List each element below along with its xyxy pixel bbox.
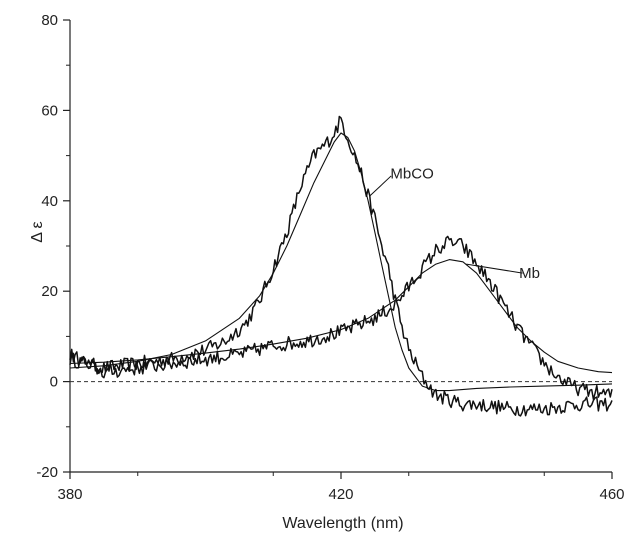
x-axis-title: Wavelength (nm) xyxy=(282,515,403,532)
annotation-label-mbco: MbCO xyxy=(390,166,433,183)
chart-annotations: MbCO Mb xyxy=(369,166,540,282)
y-tick-label: 60 xyxy=(41,102,58,119)
series-mb-fit-line xyxy=(69,259,613,374)
y-tick-label: 0 xyxy=(50,374,58,391)
annotation-label-mb: Mb xyxy=(519,265,540,282)
chart-axes xyxy=(69,20,612,473)
y-tick-label: -20 xyxy=(36,464,58,481)
series-mb-line xyxy=(69,235,613,400)
series-mbco-line xyxy=(69,115,613,417)
y-tick-label: 80 xyxy=(41,12,58,29)
y-tick-label: 40 xyxy=(41,193,58,210)
x-tick-label: 420 xyxy=(328,486,353,503)
x-tick-label: 380 xyxy=(57,486,82,503)
x-tick-label: 460 xyxy=(599,486,624,503)
annotation-leader-mb xyxy=(466,263,523,274)
annotation-leader-mbco xyxy=(369,175,392,197)
y-axis-title: Δ ε xyxy=(29,221,46,242)
chart-curves xyxy=(69,115,613,417)
series-mbco-fit-line xyxy=(69,132,613,392)
y-tick-label: 20 xyxy=(41,283,58,300)
chart-ticks: 80 60 40 20 0 -20 380 420 460 xyxy=(36,12,624,503)
